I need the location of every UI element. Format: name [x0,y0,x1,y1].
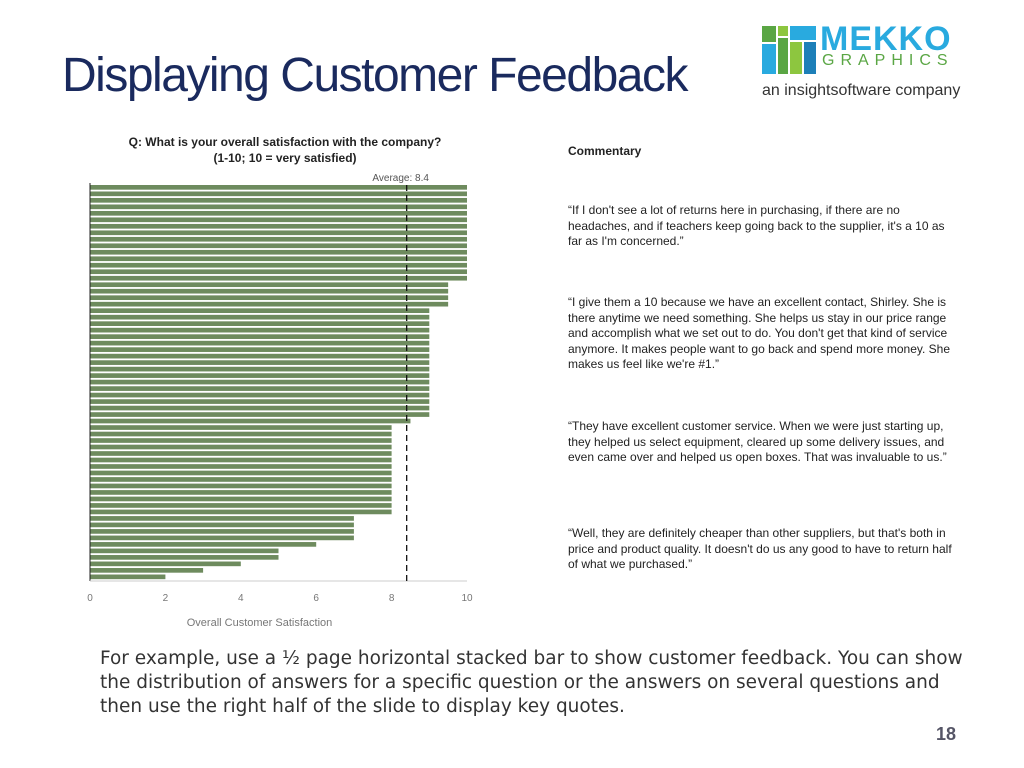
chart-bar [90,451,392,456]
logo-brand: MEKKO [820,20,952,58]
chart-bar [90,314,430,320]
quote-4: “Well, they are definitely cheaper than … [568,526,952,571]
chart-bar [90,340,430,346]
chart-bar [90,373,430,378]
chart-bar [90,353,430,359]
chart-bar [90,191,467,197]
chart-bar [90,548,279,554]
x-tick-label: 8 [389,593,395,604]
chart-bar [90,574,166,580]
chart-bar [90,522,354,528]
chart-bar [90,360,430,365]
chart-bar [90,542,317,547]
chart-bar [90,210,467,216]
chart-bar [90,269,467,275]
chart-bar [90,334,430,339]
chart-bar [90,464,392,469]
chart-title-block: Q: What is your overall satisfaction wit… [90,134,480,166]
chart-bar [90,236,467,242]
chart-bar [90,399,430,404]
chart-bar [90,197,467,203]
chart-bar [90,496,392,502]
slide-caption: For example, use a ½ page horizontal sta… [100,648,963,717]
chart-bar [90,438,392,443]
chart-bar [90,275,467,281]
chart-bar [90,483,392,489]
quote-3: “They have excellent customer service. W… [568,419,947,464]
chart-bar [90,223,467,229]
chart-bar [90,243,467,249]
quote-1: “If I don't see a lot of returns here in… [568,203,945,248]
chart-bar [90,185,467,190]
x-tick-label: 0 [87,593,93,604]
chart-bar [90,431,392,437]
chart-bar [90,470,392,476]
chart-bar [90,516,354,521]
chart-bar [90,301,449,307]
chart-bar [90,509,392,515]
chart-bar [90,386,430,391]
commentary-heading: Commentary [568,144,642,158]
chart-bar [90,366,430,372]
mekko-logo-icon [762,26,816,74]
quote-2: “I give them a 10 because we have an exc… [568,295,950,371]
chart-bar [90,405,430,411]
chart-bar [90,418,411,424]
x-tick-label: 4 [238,593,244,604]
chart-bar [90,561,241,567]
chart-bar [90,295,449,301]
chart-bar [90,288,449,294]
company-logo: MEKKO GRAPHICS an insightsoftware compan… [760,20,980,112]
chart-bar [90,282,449,288]
chart-bar [90,412,430,417]
x-tick-label: 2 [163,593,169,604]
chart-bar [90,230,467,236]
page-number: 18 [936,724,957,744]
chart-bar [90,204,467,210]
chart-bar [90,477,392,482]
page-title: Displaying Customer Feedback [62,49,688,102]
chart-bar [90,327,430,333]
chart-bar [90,457,392,463]
chart-bar [90,568,204,573]
x-tick-label: 6 [313,593,319,604]
chart-bar [90,529,354,534]
chart-title: Q: What is your overall satisfaction wit… [128,135,442,149]
chart-bar [90,379,430,385]
chart-bar [90,392,430,398]
chart-bar [90,256,467,262]
chart-bar [90,490,392,495]
chart-bar [90,262,467,268]
chart-bar [90,425,392,430]
chart-bar [90,347,430,352]
average-label: Average: 8.4 [372,173,429,184]
chart-bar [90,444,392,450]
chart-bar [90,217,467,223]
chart-bar [90,503,392,508]
logo-tagline: an insightsoftware company [762,82,961,99]
chart-bar [90,555,279,560]
logo-brand-sub: GRAPHICS [822,52,954,69]
satisfaction-bar-chart: Average: 8.4 0 2 4 6 8 10 Overall Customer Sati… [87,173,473,629]
chart-bar [90,249,467,255]
x-tick-label: 10 [461,593,473,604]
chart-bar [90,535,354,541]
chart-bar [90,321,430,326]
chart-bar [90,308,430,314]
x-axis-label: Overall Customer Satisfaction [187,617,333,629]
chart-subtitle: (1-10; 10 = very satisfied) [213,151,357,165]
